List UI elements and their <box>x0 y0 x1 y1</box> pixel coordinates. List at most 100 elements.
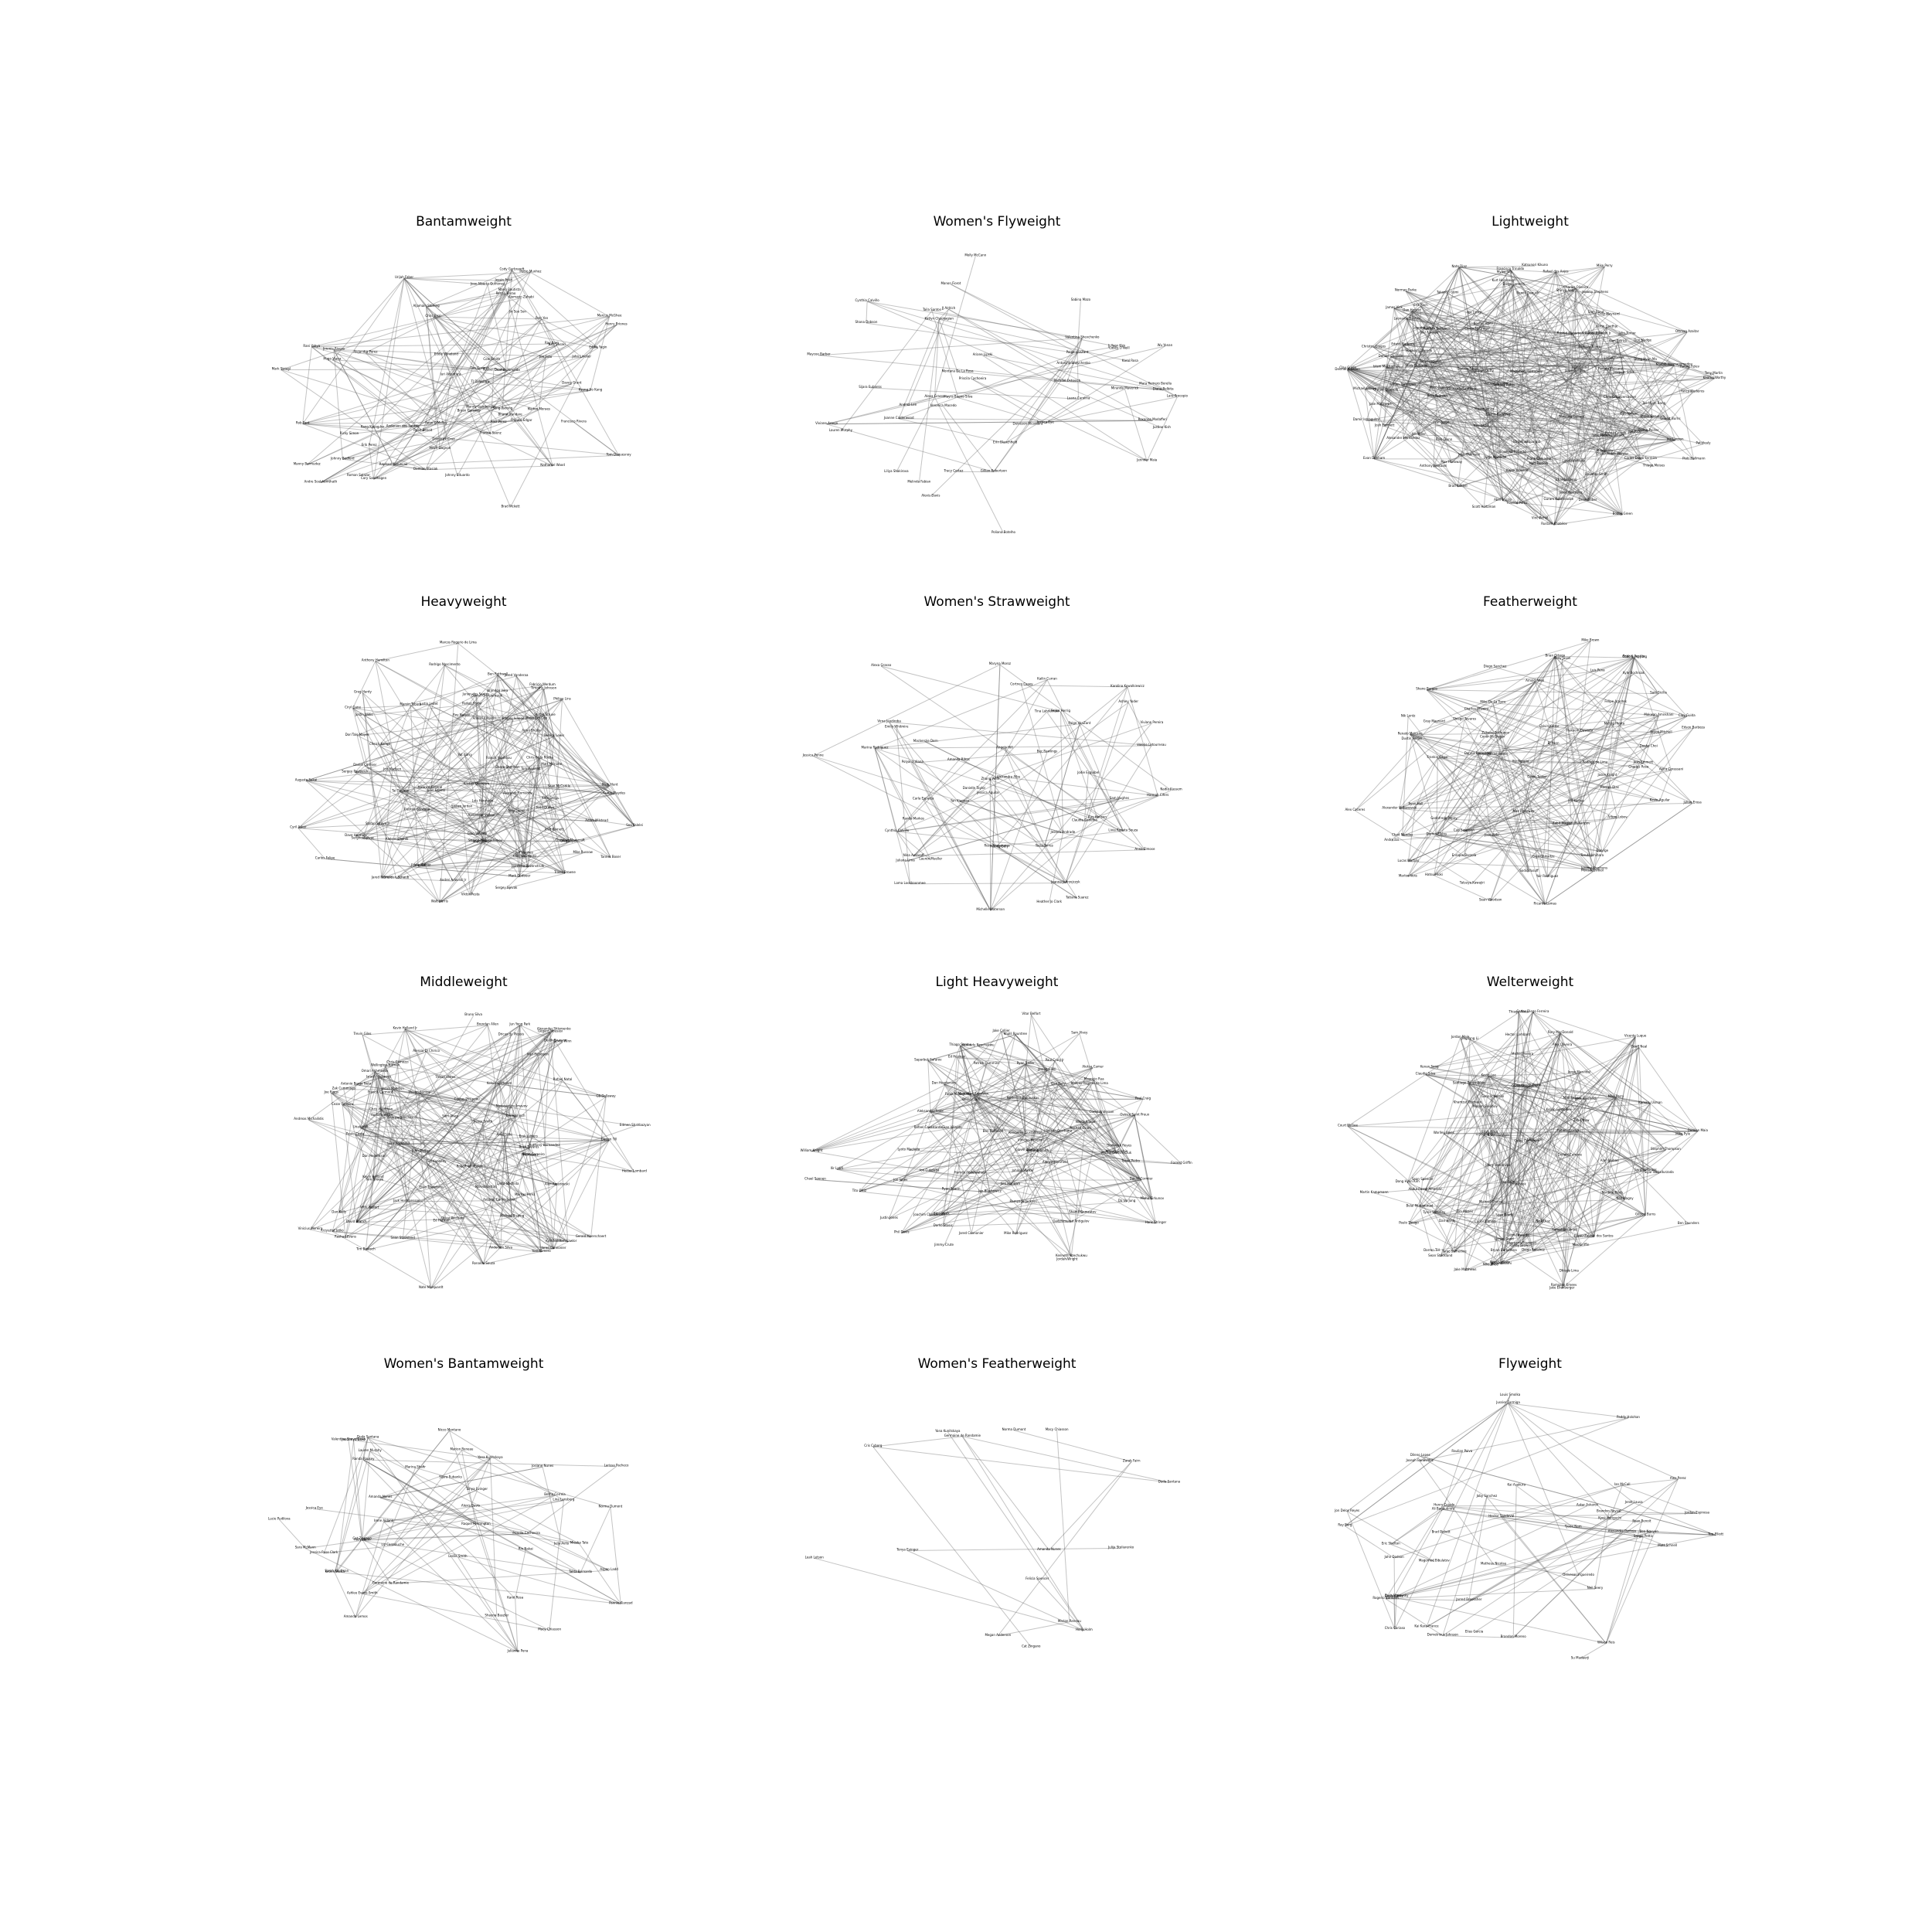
node-label: Mauricio Rua <box>1084 1077 1104 1081</box>
network-edge <box>505 872 566 889</box>
network-edge <box>1384 426 1623 515</box>
node-label: Travis Browne <box>553 870 576 874</box>
node-label: Felice Herrig <box>1051 709 1070 713</box>
network-edge <box>476 715 546 785</box>
network-edge <box>497 675 583 854</box>
network-edge <box>1385 390 1518 505</box>
network-edge <box>355 1156 375 1223</box>
network-edge <box>1458 267 1482 427</box>
network-edge <box>1405 291 1646 361</box>
network-edge <box>500 1135 505 1249</box>
network-edge <box>973 1094 1072 1223</box>
network-edge <box>431 1041 556 1189</box>
network-edge <box>393 325 617 466</box>
network-edge <box>396 808 546 841</box>
node-label: Alexander Hernandez <box>1386 436 1420 440</box>
network-edge <box>1043 723 1080 847</box>
network-edge <box>1373 458 1518 505</box>
network-edge <box>1607 776 1618 818</box>
node-label: Darren Elkins <box>1426 832 1447 836</box>
node-label: Ottman Azaitar <box>1675 329 1699 333</box>
node-label: Ronda Rousey <box>352 1457 375 1461</box>
node-label: Chris de la Rocha <box>526 755 553 759</box>
network-edge <box>874 723 1080 749</box>
network-edge <box>355 815 481 837</box>
node-label: Lyoto Machida <box>497 1182 519 1185</box>
network-edge <box>971 1034 1016 1234</box>
network-edge <box>507 767 611 786</box>
network-edge <box>428 704 526 858</box>
network-edge <box>1580 333 1597 369</box>
network-edge <box>360 1032 551 1128</box>
network-edge <box>498 759 525 854</box>
network-edge <box>1346 1455 1421 1512</box>
node-label: Kurt Holobaugh <box>1492 278 1517 282</box>
node-label: Francis Carmont <box>368 1090 393 1094</box>
node-label: Kai Asakura <box>1507 1483 1526 1487</box>
network-edge <box>1628 373 1714 416</box>
network-edge <box>943 1083 1024 1172</box>
network-edge <box>305 780 570 842</box>
node-label: Marion Reneau <box>451 1447 474 1451</box>
node-label: Fabio Maldonado <box>945 1092 971 1096</box>
network-edge <box>308 1071 376 1121</box>
node-label: Rafael Cavalcante <box>914 1125 943 1129</box>
network-edge <box>1026 1084 1059 1151</box>
network-edge <box>1373 347 1512 454</box>
network-edge <box>306 272 531 465</box>
network-edge <box>1036 1579 1085 1631</box>
network-edge <box>951 1057 957 1128</box>
network-edge <box>1619 397 1649 432</box>
network-edge <box>470 675 517 896</box>
network-edge <box>545 787 560 809</box>
network-edge <box>446 354 499 423</box>
node-label: Krzysztof Jotko <box>321 1229 344 1233</box>
network-edge <box>1015 1034 1131 1162</box>
network-edge <box>929 1098 1023 1216</box>
network-edge <box>1347 368 1704 445</box>
network-edge <box>927 1128 1016 1235</box>
network-edge <box>1037 1128 1081 1152</box>
network-edge <box>1574 371 1613 437</box>
network-edge <box>1366 365 1675 421</box>
network-edge <box>1607 327 1628 335</box>
node-label: Lucie Pudilova <box>268 1516 291 1520</box>
network-edge <box>899 418 1005 444</box>
network-edge <box>1574 368 1581 372</box>
network-edge <box>1402 716 1409 836</box>
node-label: Vinicius Moreira <box>298 1226 323 1230</box>
network-edge <box>378 1077 400 1145</box>
network-edge <box>951 284 1178 398</box>
network-edge <box>1410 734 1572 825</box>
network-edge <box>1390 356 1615 359</box>
network-edge <box>1406 318 1590 349</box>
node-label: Andrea Lee <box>899 403 917 406</box>
network-edge <box>1434 1097 1617 1214</box>
node-label: Tina Lahdemaki <box>1034 709 1060 713</box>
network-edge <box>385 1066 500 1085</box>
network-edge <box>1481 333 1597 427</box>
node-label: Tyson Nam <box>1564 1525 1582 1529</box>
network-edge <box>1419 1461 1495 1565</box>
network-edge <box>396 815 482 879</box>
network-edge <box>372 290 510 428</box>
network-edge <box>480 325 617 383</box>
node-label: Saparbek Safarov <box>914 1058 942 1062</box>
network-edge <box>1347 332 1688 371</box>
network-edge <box>393 290 510 466</box>
network-edge <box>1478 753 1594 872</box>
network-edge <box>1418 267 1460 436</box>
network-edge <box>1571 1036 1636 1100</box>
network-edge <box>1026 1150 1083 1214</box>
network-edge <box>430 685 543 789</box>
node-label: Efrain Escudero <box>1641 414 1665 418</box>
node-label: Angela Hill <box>996 745 1012 749</box>
network-edge <box>470 764 553 896</box>
network-edge <box>320 414 511 484</box>
network-edge <box>352 704 429 709</box>
network-edge <box>396 785 611 841</box>
network-edge <box>338 1140 610 1213</box>
network-edge <box>1441 423 1675 441</box>
network-edge <box>373 294 506 480</box>
network-edge <box>1080 1128 1141 1181</box>
